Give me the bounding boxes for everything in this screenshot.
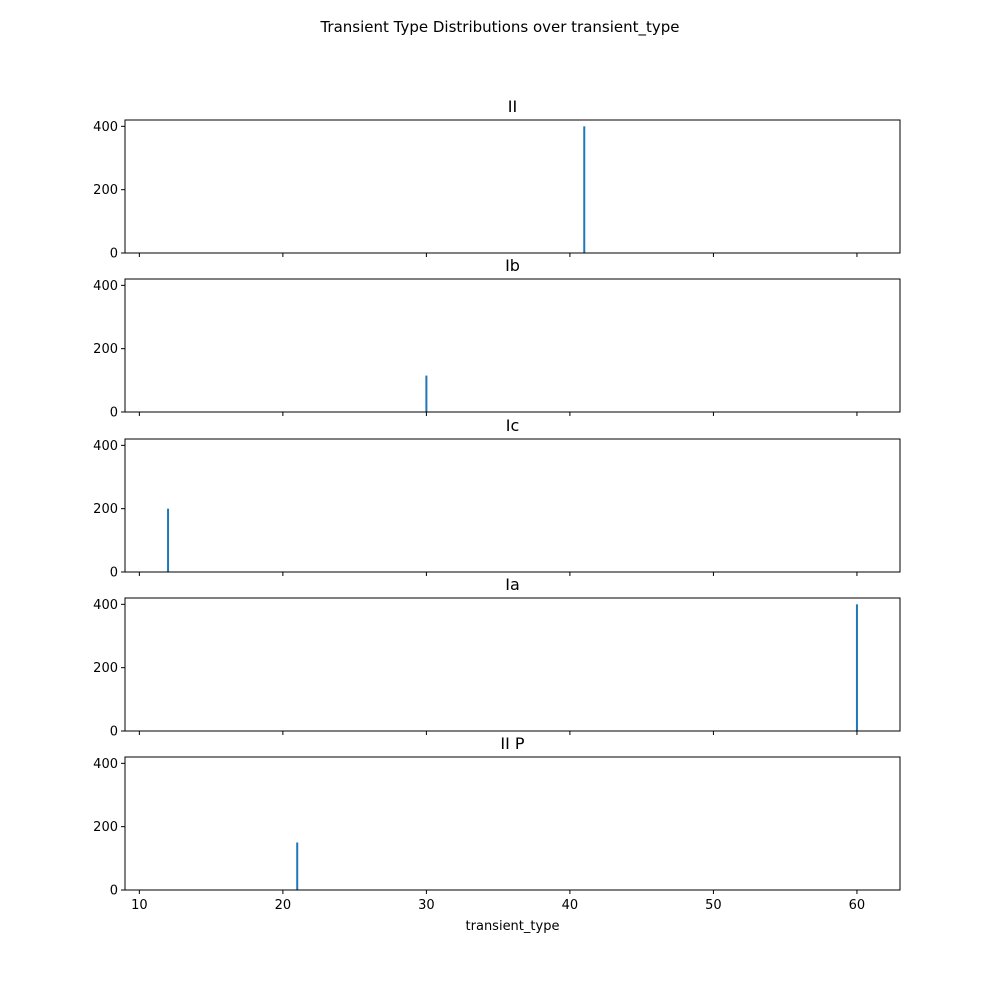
y-tick-label: 0	[110, 566, 118, 581]
subplot-3: Ia 0 200 400	[93, 575, 901, 740]
y-tick-label: 400	[93, 120, 118, 135]
x-tick-label: 10	[131, 898, 148, 913]
y-tick-label: 200	[93, 183, 118, 198]
y-tick-label: 400	[93, 279, 118, 294]
bar	[167, 508, 170, 572]
y-tick-label: 0	[110, 247, 118, 262]
subplot-1: Ib 0 200 400	[93, 256, 901, 421]
y-tick-label: 0	[110, 884, 118, 899]
axes-frame	[124, 278, 901, 413]
axes-frame	[124, 119, 901, 254]
y-tick-label: 200	[93, 661, 118, 676]
bar	[296, 842, 299, 890]
axes-frame	[124, 438, 901, 573]
bar	[855, 604, 858, 731]
subplot-title: Ib	[505, 256, 520, 275]
subplot-0: II 0 200 400	[93, 97, 901, 262]
subplot-title: II P	[500, 734, 525, 753]
y-tick-label: 0	[110, 406, 118, 421]
y-tick-label: 200	[93, 342, 118, 357]
x-tick-label: 40	[562, 898, 579, 913]
x-tick-label: 20	[275, 898, 292, 913]
bar	[425, 375, 428, 412]
axes-frame	[124, 597, 901, 732]
y-tick-label: 0	[110, 725, 118, 740]
subplot-title: Ia	[505, 575, 520, 594]
y-tick-label: 200	[93, 502, 118, 517]
chart-suptitle: Transient Type Distributions over transi…	[319, 18, 679, 37]
x-tick-label: 50	[705, 898, 722, 913]
subplot-title: Ic	[506, 416, 520, 435]
x-tick-label: 30	[418, 898, 435, 913]
bar	[583, 126, 586, 253]
y-tick-label: 400	[93, 598, 118, 613]
subplot-2: Ic 0 200 400	[93, 416, 901, 581]
x-axis-label: transient_type	[466, 919, 560, 934]
axes-frame	[124, 756, 901, 891]
x-tick-label: 60	[849, 898, 866, 913]
subplot-4: II P 0 200 400 10 20 30 40 50 60	[93, 734, 901, 913]
subplot-title: II	[508, 97, 517, 116]
y-tick-label: 400	[93, 757, 118, 772]
y-tick-label: 200	[93, 820, 118, 835]
y-tick-label: 400	[93, 439, 118, 454]
